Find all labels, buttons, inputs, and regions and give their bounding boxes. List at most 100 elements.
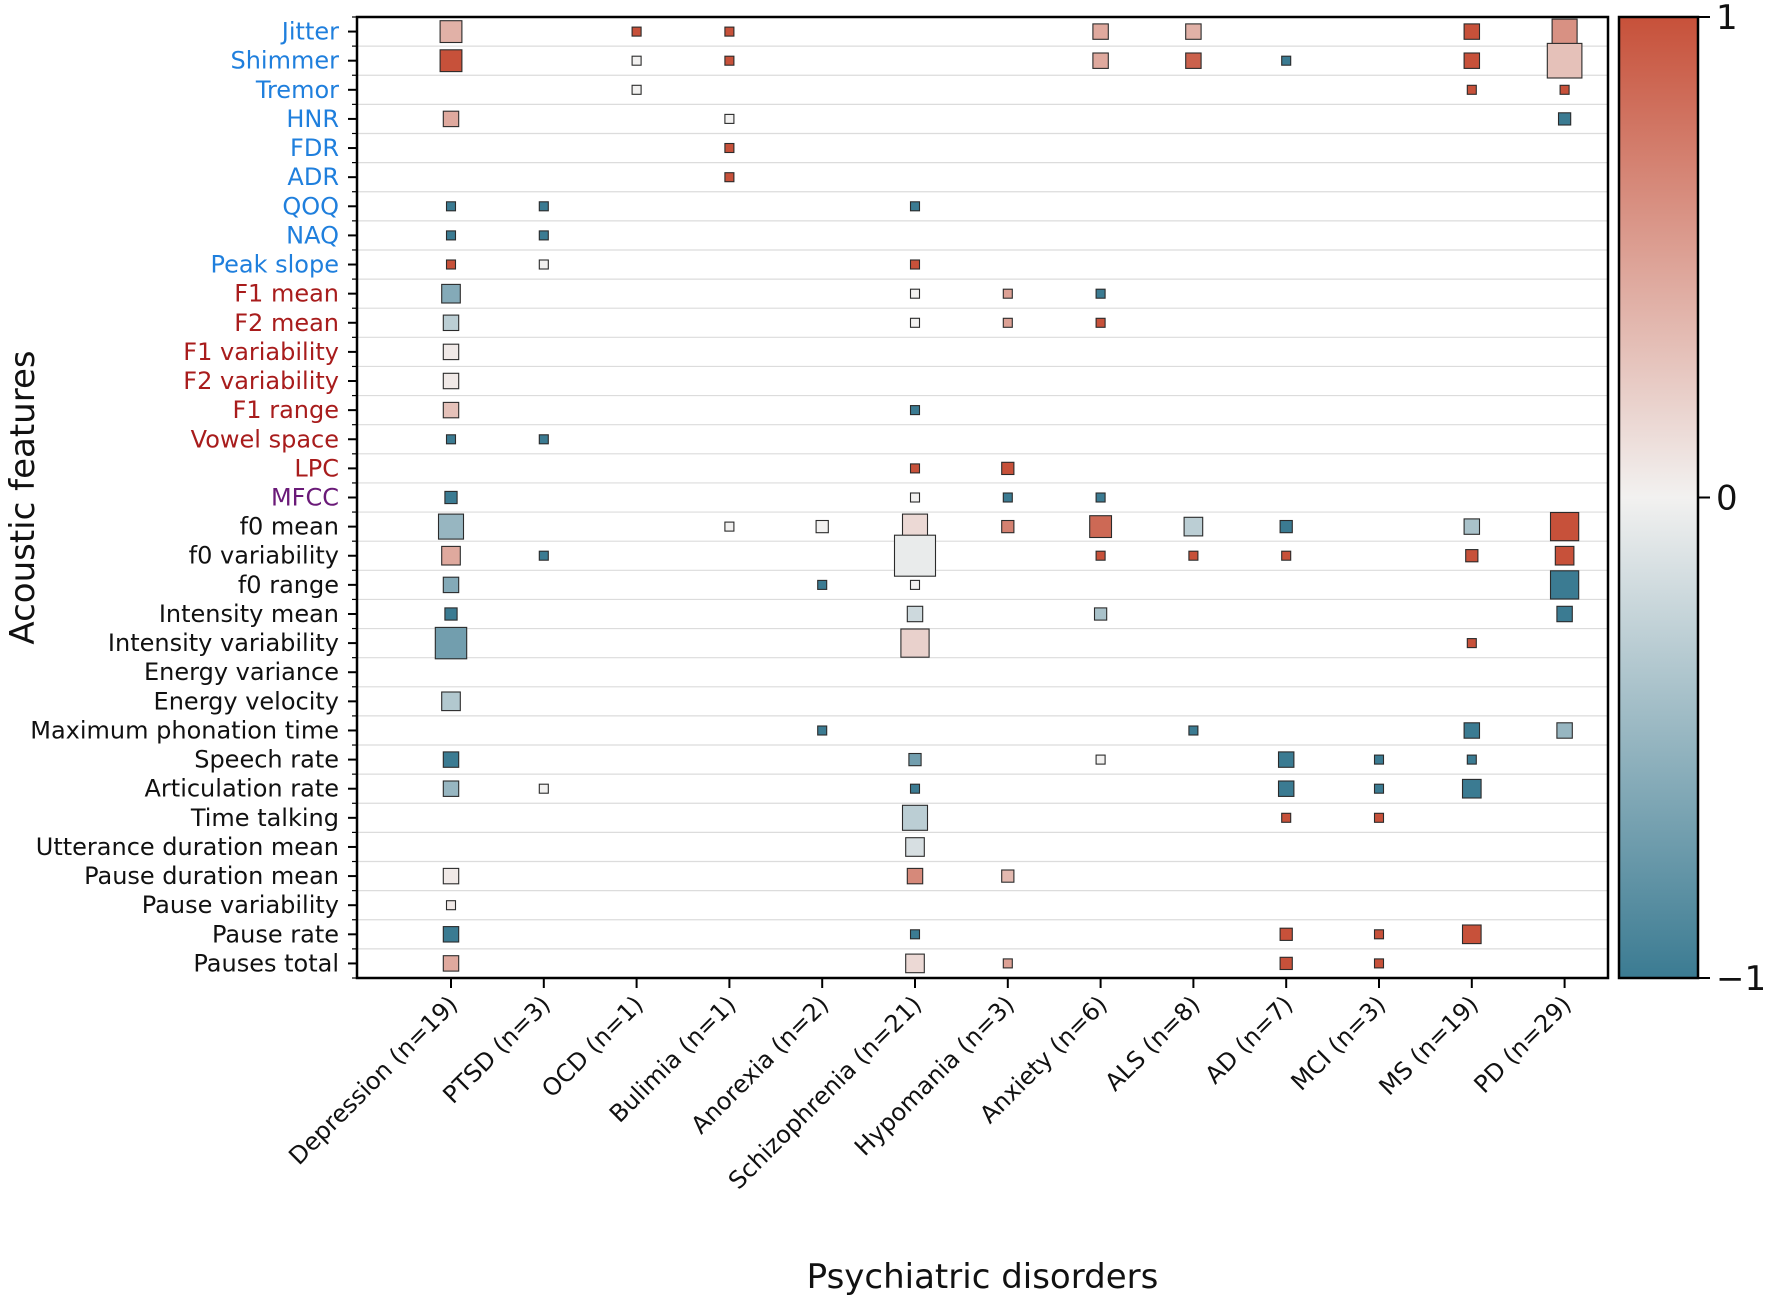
heatmap-cell [442,110,460,128]
heatmap-cell [909,317,921,328]
heatmap-cell [538,201,549,212]
heatmap-cell [442,926,460,943]
heatmap-cell [1466,754,1477,765]
heatmap-cell [1549,570,1580,600]
x-tick-label: Schizophrenia (n=21) [723,990,927,1194]
y-tick-label: Time talking [190,804,339,832]
heatmap-cell [817,725,828,736]
x-tick-label: AD (n=7) [1200,990,1299,1089]
heatmap-cell [905,837,925,857]
heatmap-cell [434,626,468,660]
heatmap-cell [905,953,925,974]
y-tick-label: Pause variability [142,891,339,919]
y-tick-label: Pause rate [212,920,339,948]
heatmap-cell [444,607,458,621]
heatmap-cell [538,434,549,445]
y-tick-label: Maximum phonation time [30,716,339,744]
heatmap-cell [724,113,735,124]
heatmap-cell [909,579,921,590]
heatmap-cell [1373,812,1385,823]
heatmap-cell [1001,869,1015,883]
x-tick-label: Hypomania (n=3) [849,990,1020,1161]
heatmap-cell [538,783,549,794]
y-tick-label: F2 mean [234,309,339,337]
heatmap-cell [631,84,642,95]
heatmap-cell [444,490,458,505]
x-axis-title: Psychiatric disorders [807,1257,1159,1297]
x-axis-ticks: Depression (n=19)PTSD (n=3)OCD (n=1)Buli… [283,978,1577,1195]
heatmap-cell [1089,515,1113,539]
y-tick-label: Jitter [280,18,339,46]
heatmap-cell [439,49,463,73]
heatmap-cell [1281,550,1292,561]
heatmap-cell [908,752,922,767]
heatmap-cell [445,201,457,212]
heatmap-cell [441,545,461,566]
heatmap-cell [1281,55,1292,66]
heatmap-cell [1466,638,1477,649]
heatmap-cell [1095,754,1106,765]
y-tick-label: Peak slope [211,251,339,279]
heatmap-cell [1546,42,1583,79]
heatmap-cell [538,230,549,241]
heatmap-cell [441,691,461,712]
heatmap-cell [1183,516,1204,537]
y-tick-label: HNR [286,105,339,133]
heatmap-cell [631,26,642,37]
x-tick-label: MS (n=19) [1374,990,1484,1100]
heatmap-cell [909,929,921,940]
y-tick-label: Energy velocity [154,687,339,715]
heatmap-cell [1463,23,1481,40]
heatmap-cell [631,55,642,66]
heatmap-cell [1463,52,1481,69]
heatmap-cell [1279,956,1293,971]
y-tick-label: f0 variability [189,542,339,570]
heatmap-cell [1279,519,1293,534]
heatmap-cell [906,867,924,885]
heatmap-cell [439,20,463,44]
y-tick-label: Pauses total [193,949,339,977]
y-tick-label: Energy variance [144,658,339,686]
heatmap-cell [1461,778,1482,799]
y-tick-label: F2 variability [183,367,339,395]
heatmap-cell [437,513,465,540]
y-tick-label: NAQ [286,221,339,249]
y-axis-title: Acoustic features [3,350,43,644]
y-tick-label: Tremor [255,76,339,104]
heatmap-cell [442,576,460,594]
heatmap-cell [1556,605,1573,623]
heatmap-cell [1373,754,1385,765]
heatmap-cell [538,259,549,270]
heatmap-cell [909,201,921,212]
heatmap-cell [724,521,735,532]
y-tick-label: Vowel space [191,425,339,453]
heatmap-cell [445,230,457,241]
heatmap-cell [442,343,460,361]
heatmap-cell [442,314,460,332]
heatmap-cell [1559,84,1570,95]
heatmap-cell [1279,927,1293,941]
heatmap-cell [1185,52,1202,69]
heatmap-cell [909,405,921,416]
heatmap-cell [815,519,829,534]
heatmap-cell [1185,23,1202,40]
heatmap-cell [1556,722,1573,739]
heatmap-cell [1002,288,1013,299]
y-tick-label: F1 variability [183,338,339,366]
heatmap-cell [909,288,921,299]
heatmap-cell [900,628,930,658]
heatmap-cell [909,492,921,503]
heatmap-cell [445,434,457,445]
heatmap-cell [909,259,921,270]
y-tick-label: Speech rate [194,746,339,774]
heatmap-cell [1095,288,1106,299]
heatmap-cell [1461,924,1482,945]
y-tick-label: f0 range [238,571,339,599]
y-tick-label: Utterance duration mean [36,833,339,861]
heatmap-cell [1466,84,1477,95]
colorbar-ticks: 1 0 −1 [1698,0,1766,999]
y-tick-label: F1 range [233,396,340,424]
heatmap-cell [1093,607,1108,621]
y-tick-label: Shimmer [230,47,339,75]
